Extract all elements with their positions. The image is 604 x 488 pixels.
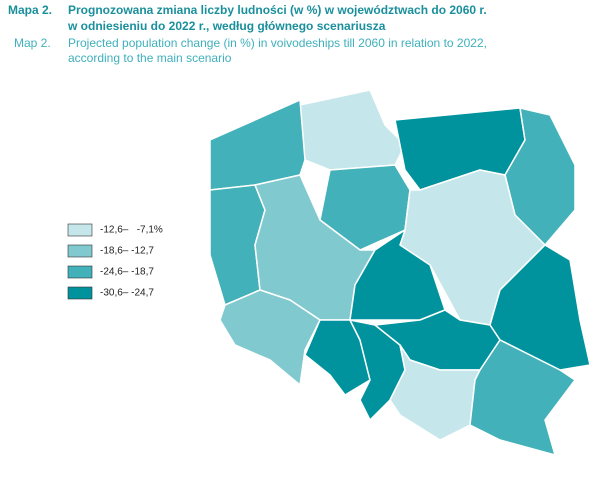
region <box>469 339 576 456</box>
title-en: Projected population change (in %) in vo… <box>68 36 487 50</box>
legend-swatch <box>67 223 93 237</box>
legend-swatch <box>67 286 93 300</box>
title-pl: w odniesieniu do 2022 r., według główneg… <box>67 19 386 33</box>
legend-label: -18,6– -12,7 <box>100 246 154 257</box>
title-en: according to the main scenario <box>68 51 232 65</box>
legend-label: -12,6– -7,1% <box>100 225 163 236</box>
legend-label: -24,6– -18,7 <box>100 267 154 278</box>
region <box>299 89 406 171</box>
legend: -12,6– -7,1% -18,6– -12,7 -24,6– -18,7 -30,… <box>67 223 163 300</box>
voivodeships <box>209 89 591 456</box>
region <box>219 289 321 386</box>
legend-swatch <box>67 265 93 279</box>
legend-label: -30,6– -24,7 <box>100 288 154 299</box>
title-pl: Prognozowana zmiana liczby ludności (w %… <box>68 3 487 17</box>
map-label-en: Map 2. <box>14 36 51 50</box>
map-label-pl: Mapa 2. <box>8 3 52 17</box>
legend-swatch <box>67 244 93 258</box>
